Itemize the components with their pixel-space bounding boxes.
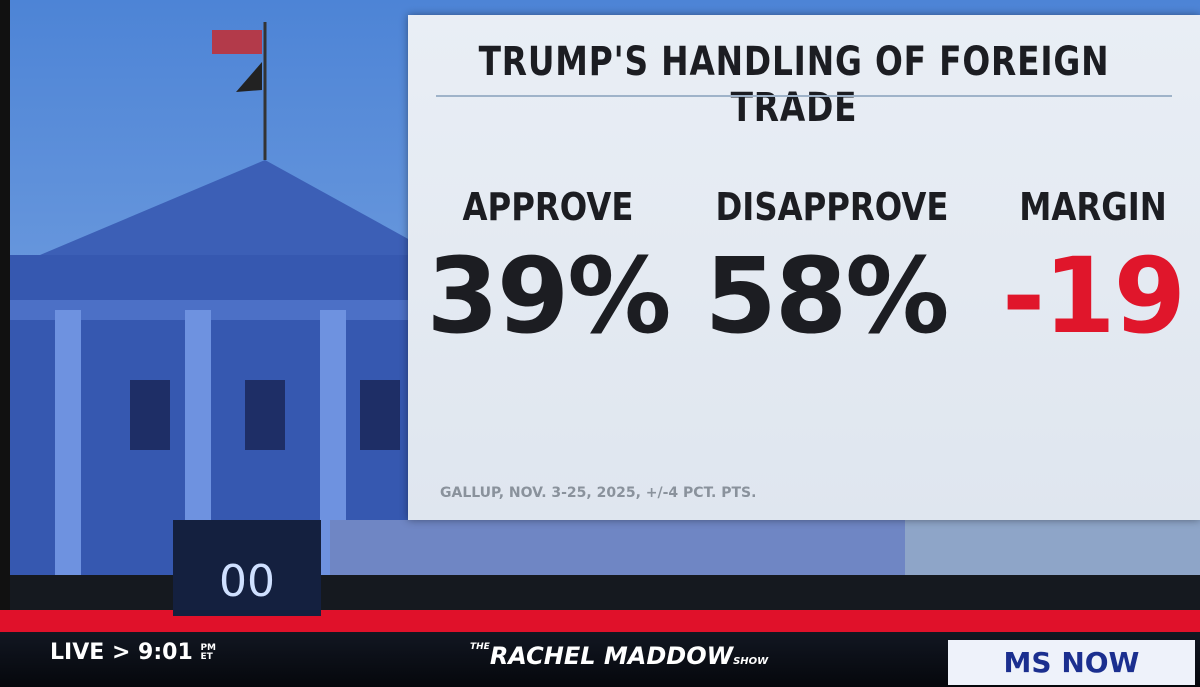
stat-column: APPROVE 39% bbox=[418, 185, 678, 357]
stat-value: 39% bbox=[426, 235, 672, 357]
live-label: LIVE bbox=[50, 640, 105, 665]
network-logo: MS NOW bbox=[948, 640, 1195, 685]
live-arrow: > bbox=[111, 640, 131, 665]
stat-column: MARGIN -19 bbox=[963, 185, 1200, 357]
time-suffix-line: ET bbox=[200, 652, 213, 662]
show-prefix: THE bbox=[470, 642, 490, 652]
stat-label: MARGIN bbox=[1019, 185, 1167, 229]
stat-label: DISAPPROVE bbox=[715, 185, 949, 229]
stat-label: APPROVE bbox=[462, 185, 634, 229]
show-logo: THERACHEL MADDOWSHOW bbox=[470, 642, 768, 670]
show-name: RACHEL MADDOW bbox=[489, 642, 734, 670]
time-suffix: PM ET bbox=[200, 644, 216, 662]
show-suffix: SHOW bbox=[733, 656, 769, 667]
lower-bar: LIVE > 9:01 PM ET THERACHEL MADDOWSHOW M… bbox=[0, 632, 1200, 687]
time-suffix-line: PM bbox=[200, 643, 217, 653]
corner-bug: 00 bbox=[173, 520, 321, 616]
graphic-title: TRUMP'S HANDLING OF FOREIGN TRADE bbox=[478, 39, 1110, 131]
graphic-panel: TRUMP'S HANDLING OF FOREIGN TRADE APPROV… bbox=[408, 15, 1200, 520]
live-indicator: LIVE > 9:01 PM ET bbox=[50, 640, 216, 665]
stat-value: -19 bbox=[1002, 235, 1186, 357]
stat-column: DISAPPROVE 58% bbox=[696, 185, 956, 357]
live-time: 9:01 bbox=[138, 640, 193, 665]
source-note: GALLUP, NOV. 3-25, 2025, +/-4 PCT. PTS. bbox=[440, 485, 757, 501]
title-rule bbox=[436, 95, 1172, 97]
stat-value: 58% bbox=[704, 235, 950, 357]
